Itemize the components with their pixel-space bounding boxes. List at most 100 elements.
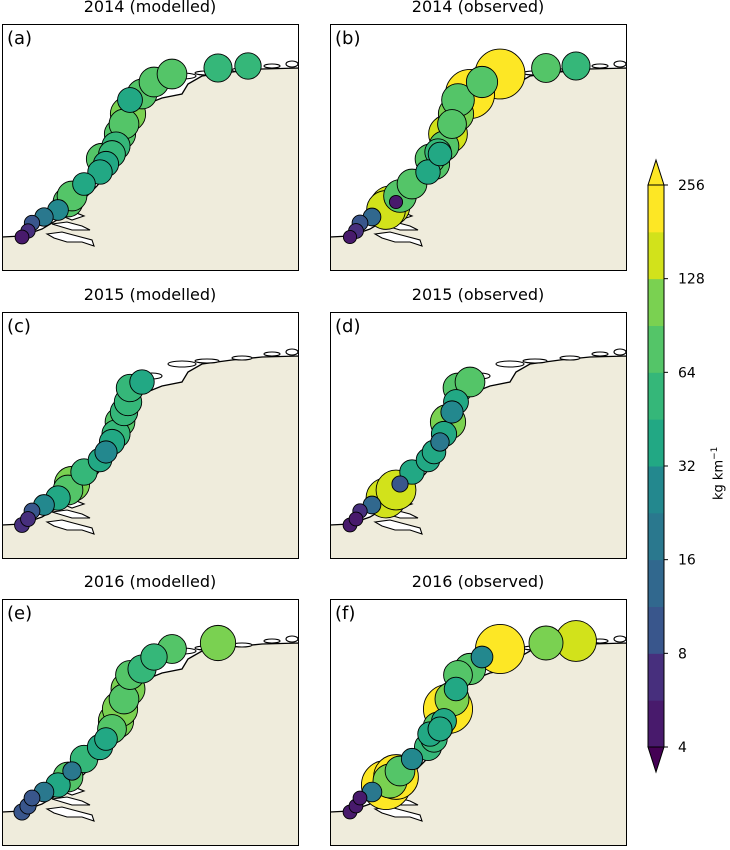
station-point (156, 58, 188, 90)
island (263, 63, 281, 69)
station-point (427, 716, 453, 742)
colorbar-band (648, 653, 664, 701)
island (263, 351, 281, 357)
panel-frame (330, 312, 627, 559)
station-point (531, 53, 561, 83)
colorbar-band (648, 185, 664, 233)
station-point (348, 511, 364, 527)
station-point (415, 159, 441, 185)
colorbar-extend-min (647, 746, 665, 774)
map-svg (330, 312, 627, 559)
island (194, 358, 220, 364)
station-point (352, 790, 368, 806)
colorbar-tick-label: 32 (678, 459, 696, 475)
colorbar-band (648, 512, 664, 561)
island (522, 358, 548, 364)
station-point (470, 645, 494, 669)
island (285, 635, 299, 643)
station-point (234, 52, 262, 80)
panel-label-a: (a) (7, 28, 33, 49)
island (495, 360, 525, 368)
colorbar-band (648, 325, 664, 373)
station-point (140, 643, 168, 671)
panel-title-b: 2014 (observed) (411, 0, 545, 16)
panel-label-e: (e) (7, 603, 33, 624)
colorbar-tick-label: 64 (678, 365, 696, 381)
station-point (400, 747, 424, 771)
station-point (437, 109, 467, 139)
island (285, 348, 299, 356)
station-point (388, 194, 404, 210)
map-svg (330, 599, 627, 846)
island (231, 355, 253, 361)
panel-frame (2, 312, 299, 559)
map-panel-f: (f) (330, 599, 627, 846)
station-point (430, 432, 450, 452)
colorbar-label: kg km−1 (710, 446, 727, 500)
panel-frame (330, 599, 627, 846)
station-point (20, 511, 36, 527)
colorbar-band (648, 559, 664, 607)
colorbar-band (648, 466, 664, 514)
station-point (23, 789, 41, 807)
colorbar-tick-label: 4 (678, 740, 687, 756)
panel-title-d: 2015 (observed) (411, 285, 545, 304)
panel-label-c: (c) (7, 316, 31, 337)
map-panel-b: (b) (330, 24, 627, 271)
estuary (45, 211, 95, 247)
station-point (528, 625, 564, 661)
panel-label-b: (b) (335, 28, 361, 49)
station-point (561, 51, 591, 81)
colorbar-tick-label: 8 (678, 646, 687, 662)
station-point (94, 440, 118, 464)
island (591, 63, 609, 69)
station-point (342, 229, 358, 245)
station-point (443, 676, 469, 702)
panel-title-a: 2014 (modelled) (83, 0, 217, 16)
map-panel-e: (e) (2, 599, 299, 846)
island (559, 355, 581, 361)
colorbar-tick-label: 16 (678, 553, 696, 569)
colorbar-tick-label: 128 (678, 272, 705, 288)
station-point (129, 369, 155, 395)
island (613, 635, 627, 643)
panel-title-f: 2016 (observed) (411, 572, 545, 591)
station-point (440, 400, 464, 424)
panel-frame (330, 24, 627, 271)
station-point (454, 366, 486, 398)
island (613, 348, 627, 356)
colorbar-extend-max (647, 158, 665, 186)
island (285, 60, 299, 68)
station-point (14, 229, 30, 245)
map-svg (2, 312, 299, 559)
station-point (199, 624, 237, 662)
station-point (465, 65, 499, 99)
station-point (203, 53, 233, 83)
colorbar-band (648, 231, 664, 280)
station-point (94, 727, 118, 751)
colorbar-tick-label: 256 (678, 178, 705, 194)
colorbar-band (648, 606, 664, 654)
station-point (391, 475, 409, 493)
map-panel-a: (a) (2, 24, 299, 271)
map-svg (2, 24, 299, 271)
colorbar-band (648, 419, 664, 467)
colorbar-band (648, 372, 664, 420)
panel-title-e: 2016 (modelled) (83, 572, 217, 591)
station-point (72, 172, 96, 196)
station-point (427, 141, 453, 167)
island (591, 351, 609, 357)
panel-label-f: (f) (335, 603, 356, 624)
panel-frame (2, 599, 299, 846)
map-panel-c: (c) (2, 312, 299, 559)
map-panel-d: (d) (330, 312, 627, 559)
colorbar: 4 8 16 32 64 128 256 (647, 158, 705, 774)
panel-label-d: (d) (335, 316, 361, 337)
island (167, 360, 197, 368)
panel-frame (2, 24, 299, 271)
station-point (117, 87, 143, 113)
map-svg (2, 599, 299, 846)
panel-title-c: 2015 (modelled) (83, 285, 217, 304)
colorbar-band (648, 278, 664, 326)
island (613, 60, 627, 68)
